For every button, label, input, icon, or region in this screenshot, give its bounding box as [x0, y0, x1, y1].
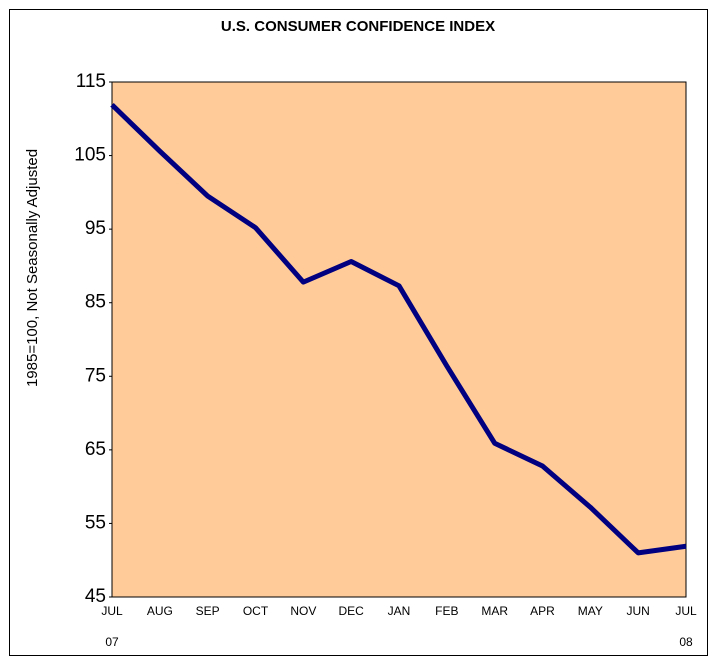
- x-tick-label: JAN: [388, 604, 411, 618]
- x-tick-label: JUL 07: [101, 604, 123, 649]
- x-tick-label: FEB: [435, 604, 458, 618]
- y-axis-label: 1985=100, Not Seasonally Adjusted: [24, 149, 41, 387]
- plot-area: [111, 81, 687, 598]
- y-tick-label: 115: [76, 71, 106, 92]
- x-tick-label: OCT: [243, 604, 269, 618]
- y-tick-label: 45: [85, 586, 106, 607]
- x-tick-label: DEC: [338, 604, 364, 618]
- x-tick-label: JUL 08: [675, 604, 697, 649]
- x-tick-label: AUG: [147, 604, 173, 618]
- y-tick-label: 55: [85, 512, 106, 533]
- x-tick-label: APR: [530, 604, 555, 618]
- x-tick-label: SEP: [196, 604, 220, 618]
- y-tick-label: 105: [74, 145, 106, 166]
- x-tick-label: MAR: [481, 604, 508, 618]
- y-tick-label: 75: [85, 365, 106, 386]
- x-tick-label: NOV: [290, 604, 316, 618]
- y-tick-label: 95: [85, 218, 106, 239]
- y-tick-label: 65: [85, 439, 106, 460]
- chart-title: U.S. CONSUMER CONFIDENCE INDEX: [221, 18, 495, 35]
- data-line: [110, 103, 687, 556]
- x-tick-label: JUN: [626, 604, 649, 618]
- y-tick-label: 85: [85, 292, 106, 313]
- x-tick-label: MAY: [578, 604, 603, 618]
